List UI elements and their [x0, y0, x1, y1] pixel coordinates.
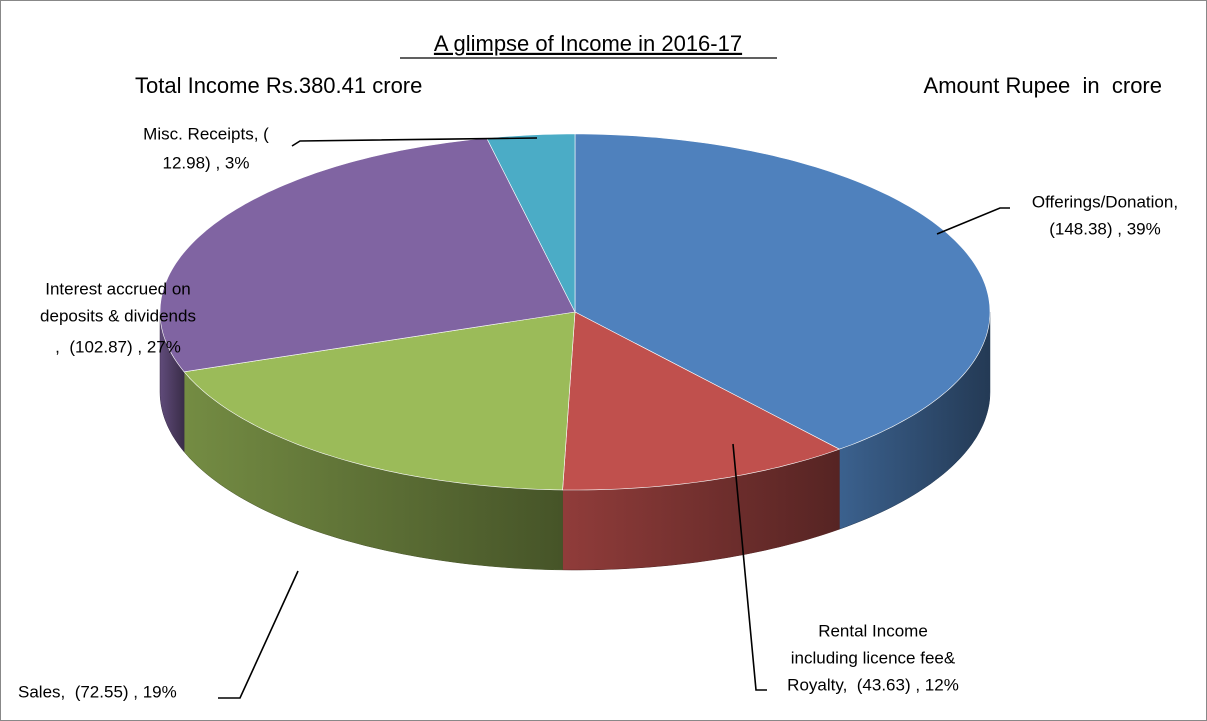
- data-label: (148.38) , 39%: [1049, 219, 1161, 238]
- data-label: Interest accrued on: [45, 279, 191, 298]
- pie-slice: [183, 311, 576, 491]
- data-label: deposits & dividends: [40, 306, 196, 325]
- leader-line: [218, 570, 299, 699]
- leader-line: [936, 207, 1010, 235]
- data-label: Sales, (72.55) , 19%: [18, 682, 177, 701]
- data-label: Royalty, (43.63) , 12%: [787, 675, 959, 694]
- data-label: , (102.87) , 27%: [55, 337, 181, 356]
- data-label: 12.98) , 3%: [163, 153, 250, 172]
- data-label: Offerings/Donation,: [1032, 192, 1178, 211]
- pie-slice: [486, 133, 576, 313]
- pie-slice: [574, 133, 991, 450]
- data-label: Misc. Receipts, (: [143, 124, 269, 143]
- leader-line: [732, 443, 767, 691]
- chart-annotation: Amount Rupee in crore: [924, 73, 1162, 98]
- chart-subtitle: Total Income Rs.380.41 crore: [135, 73, 422, 98]
- leader-line: [291, 137, 538, 147]
- data-label: including licence fee&: [791, 648, 956, 667]
- pie-slice: [562, 311, 841, 491]
- pie-slice: [159, 137, 576, 373]
- chart-title: A glimpse of Income in 2016-17: [434, 31, 742, 56]
- data-label: Rental Income: [818, 621, 928, 640]
